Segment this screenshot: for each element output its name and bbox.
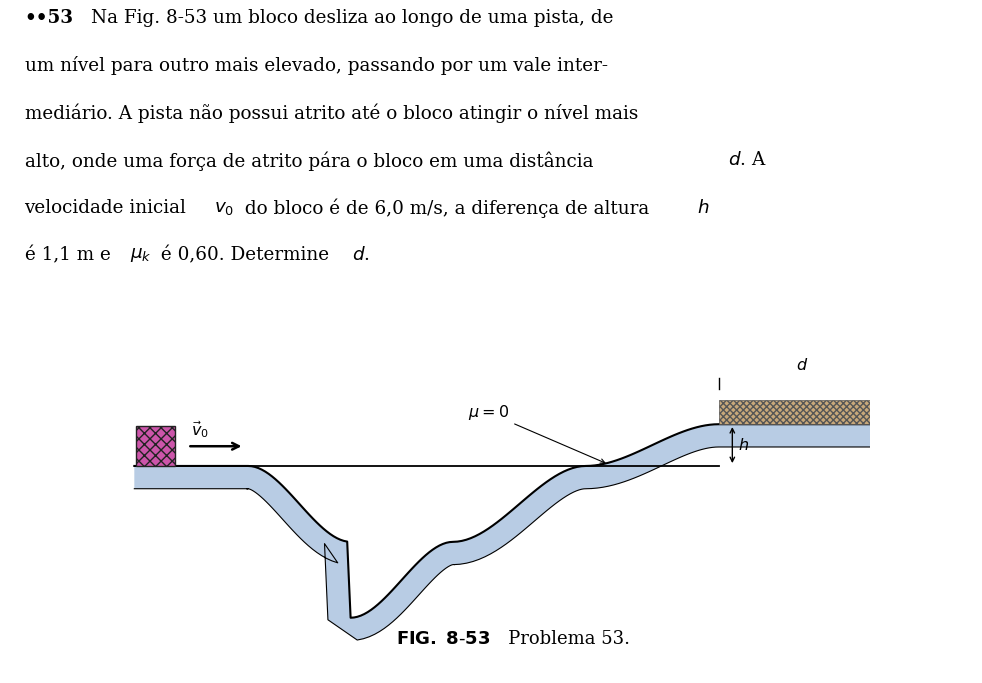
Text: alto, onde uma força de atrito pára o bloco em uma distância: alto, onde uma força de atrito pára o bl… <box>25 152 599 171</box>
Text: $d$.: $d$. <box>352 247 369 264</box>
Text: $v_0$: $v_0$ <box>214 199 235 217</box>
Text: velocidade inicial: velocidade inicial <box>25 199 192 217</box>
Polygon shape <box>135 424 886 640</box>
Text: Na Fig. 8-53 um bloco desliza ao longo de uma pista, de: Na Fig. 8-53 um bloco desliza ao longo d… <box>91 9 614 27</box>
Text: Problema 53.: Problema 53. <box>491 630 630 648</box>
Text: ••53: ••53 <box>25 9 74 27</box>
Bar <box>136 426 176 466</box>
Text: $h$: $h$ <box>697 199 710 217</box>
Text: é 0,60. Determine: é 0,60. Determine <box>155 247 335 264</box>
Text: $\mu = 0$: $\mu = 0$ <box>468 404 605 463</box>
Text: $\mu_k$: $\mu_k$ <box>130 247 151 264</box>
Text: $h$: $h$ <box>738 436 749 454</box>
Text: um nível para outro mais elevado, passando por um vale inter-: um nível para outro mais elevado, passan… <box>25 57 608 76</box>
Text: $d$. A: $d$. A <box>728 152 767 169</box>
Text: $\mu_k$: $\mu_k$ <box>0 682 1 683</box>
Text: é 1,1 m e: é 1,1 m e <box>25 247 116 264</box>
Text: $d$: $d$ <box>796 357 808 374</box>
Text: $\vec{v}_0$: $\vec{v}_0$ <box>191 419 209 440</box>
Text: $\mathbf{FIG.\ 8\text{-}53}$: $\mathbf{FIG.\ 8\text{-}53}$ <box>397 630 491 648</box>
Bar <box>719 400 923 424</box>
Text: do bloco é de 6,0 m/s, a diferença de altura: do bloco é de 6,0 m/s, a diferença de al… <box>239 199 655 219</box>
Text: mediário. A pista não possui atrito até o bloco atingir o nível mais: mediário. A pista não possui atrito até … <box>25 104 638 124</box>
